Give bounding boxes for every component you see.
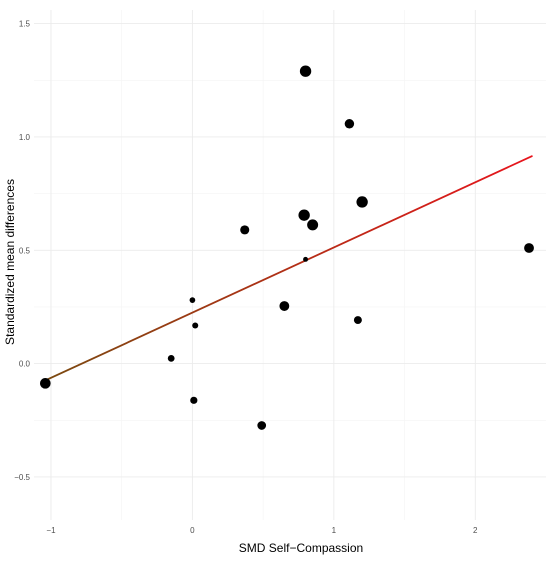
data-point — [303, 256, 309, 262]
x-tick-label: 2 — [473, 526, 478, 535]
minor-gridlines — [34, 10, 546, 520]
y-tick-label: −0.5 — [14, 473, 30, 482]
x-axis-title: SMD Self−Compassion — [239, 541, 363, 555]
tick-labels: −1 0 1 2 −0.5 0.0 0.5 1.0 1.5 — [14, 20, 478, 535]
data-point — [189, 297, 196, 303]
regression-line-layer — [41, 155, 533, 383]
y-axis-title: Standardized mean differences — [3, 179, 17, 345]
y-tick-label: 1.5 — [19, 20, 31, 29]
x-tick-label: 1 — [332, 526, 337, 535]
data-point — [299, 65, 312, 77]
data-point — [298, 209, 310, 221]
regression-line — [41, 155, 533, 383]
data-points — [40, 65, 534, 430]
data-point — [40, 378, 51, 389]
data-point — [167, 354, 175, 362]
x-tick-label: 0 — [190, 526, 195, 535]
data-point — [524, 243, 534, 253]
y-tick-label: 0.0 — [19, 360, 31, 369]
data-point — [192, 322, 199, 329]
data-point — [356, 196, 368, 208]
data-point — [279, 301, 290, 311]
major-gridlines — [34, 10, 546, 520]
data-point — [307, 219, 319, 231]
data-point — [257, 421, 267, 430]
y-tick-label: 0.5 — [19, 246, 31, 255]
y-tick-label: 1.0 — [19, 133, 31, 142]
data-point — [353, 316, 362, 325]
data-point — [190, 396, 198, 404]
data-point — [240, 225, 250, 235]
data-point — [344, 119, 355, 129]
x-tick-label: −1 — [46, 526, 56, 535]
